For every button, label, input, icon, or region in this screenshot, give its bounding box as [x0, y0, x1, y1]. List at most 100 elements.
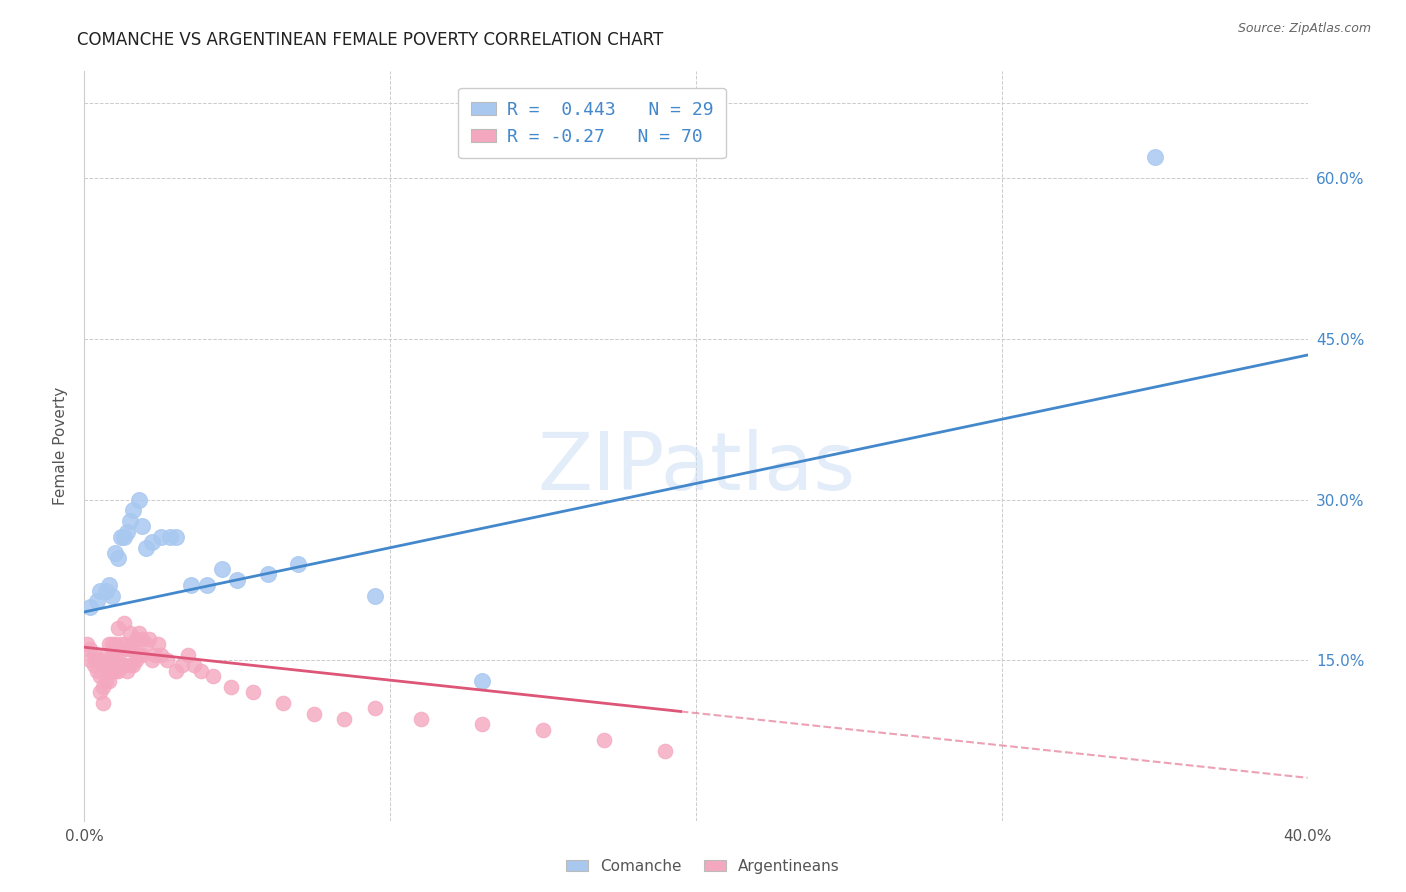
Point: [101, 664, 124, 678]
Text: ZIPatlas: ZIPatlas: [537, 429, 855, 508]
Point: [97, 658, 120, 673]
Point: [107, 551, 129, 566]
Point: [156, 653, 179, 667]
Point: [149, 648, 172, 662]
Point: [302, 706, 325, 721]
Point: [165, 664, 187, 678]
Point: [409, 712, 432, 726]
Point: [94, 674, 117, 689]
Point: [79, 653, 101, 667]
Point: [128, 626, 150, 640]
Point: [122, 637, 145, 651]
Legend: Comanche, Argentineans: Comanche, Argentineans: [560, 853, 846, 880]
Point: [120, 658, 142, 673]
Point: [107, 648, 129, 662]
Point: [89, 583, 111, 598]
Point: [83, 658, 105, 673]
Point: [104, 664, 127, 678]
Text: Source: ZipAtlas.com: Source: ZipAtlas.com: [1237, 22, 1371, 36]
Point: [115, 524, 138, 539]
Point: [110, 530, 132, 544]
Point: [654, 744, 676, 758]
Point: [101, 637, 124, 651]
Point: [146, 637, 169, 651]
Point: [141, 653, 163, 667]
Point: [201, 669, 224, 683]
Point: [138, 632, 160, 646]
Point: [104, 546, 127, 560]
Point: [94, 583, 117, 598]
Point: [91, 680, 114, 694]
Point: [131, 632, 153, 646]
Point: [242, 685, 264, 699]
Point: [97, 578, 120, 592]
Point: [122, 503, 145, 517]
Point: [125, 653, 148, 667]
Point: [364, 589, 387, 603]
Point: [333, 712, 356, 726]
Point: [471, 674, 494, 689]
Point: [195, 578, 218, 592]
Point: [219, 680, 242, 694]
Point: [107, 664, 129, 678]
Point: [112, 530, 135, 544]
Point: [149, 530, 172, 544]
Point: [364, 701, 387, 715]
Point: [257, 567, 280, 582]
Point: [110, 637, 132, 651]
Point: [271, 696, 294, 710]
Point: [79, 599, 101, 614]
Point: [211, 562, 233, 576]
Point: [122, 658, 145, 673]
Point: [531, 723, 554, 737]
Point: [131, 648, 153, 662]
Text: COMANCHE VS ARGENTINEAN FEMALE POVERTY CORRELATION CHART: COMANCHE VS ARGENTINEAN FEMALE POVERTY C…: [77, 31, 664, 49]
Point: [86, 594, 108, 608]
Point: [172, 658, 194, 673]
Point: [120, 626, 142, 640]
Point: [91, 696, 114, 710]
Point: [159, 530, 181, 544]
Point: [287, 557, 309, 571]
Point: [97, 637, 120, 651]
Point: [86, 664, 108, 678]
Point: [165, 530, 187, 544]
Y-axis label: Female Poverty: Female Poverty: [53, 387, 69, 505]
Point: [112, 615, 135, 630]
Point: [83, 648, 105, 662]
Point: [128, 492, 150, 507]
Point: [97, 674, 120, 689]
Point: [101, 648, 124, 662]
Point: [101, 589, 124, 603]
Point: [135, 637, 157, 651]
Point: [104, 637, 127, 651]
Point: [115, 664, 138, 678]
Point: [177, 648, 200, 662]
Point: [120, 642, 142, 657]
Point: [79, 642, 101, 657]
Point: [86, 653, 108, 667]
Point: [89, 669, 111, 683]
Point: [94, 658, 117, 673]
Point: [110, 658, 132, 673]
Point: [107, 621, 129, 635]
Point: [76, 637, 98, 651]
Point: [471, 717, 494, 731]
Point: [183, 658, 205, 673]
Point: [112, 637, 135, 651]
Point: [135, 541, 157, 555]
Point: [125, 632, 148, 646]
Point: [94, 648, 117, 662]
Point: [226, 573, 249, 587]
Point: [131, 519, 153, 533]
Point: [89, 653, 111, 667]
Point: [104, 648, 127, 662]
Point: [112, 658, 135, 673]
Point: [1143, 150, 1166, 164]
Point: [141, 535, 163, 549]
Point: [91, 658, 114, 673]
Point: [180, 578, 202, 592]
Legend: R =  0.443   N = 29, R = -0.27   N = 70: R = 0.443 N = 29, R = -0.27 N = 70: [458, 88, 725, 158]
Point: [89, 685, 111, 699]
Point: [120, 514, 142, 528]
